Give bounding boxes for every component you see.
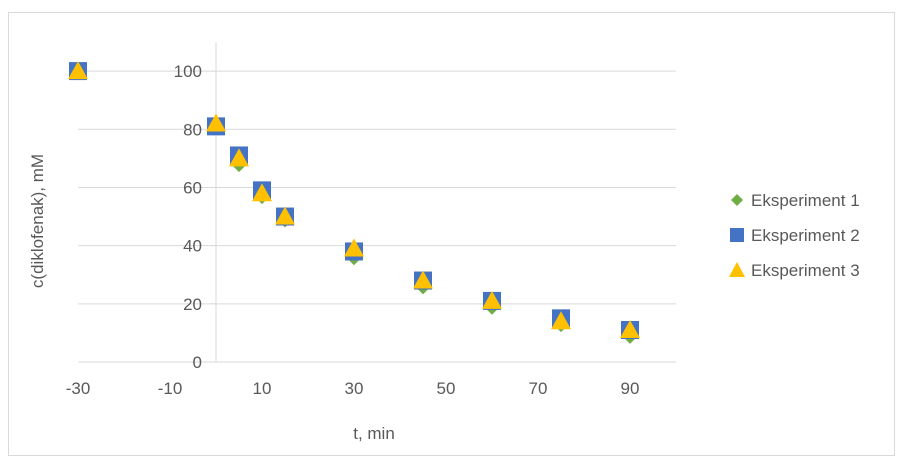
- gridlines: [78, 70, 676, 305]
- x-tick-labels: -30 -10 10 30 50 70 90: [66, 379, 640, 398]
- x-tick-label: 90: [621, 379, 640, 398]
- data-point: [252, 183, 272, 202]
- legend-item: Eksperiment 2: [730, 226, 860, 245]
- legend-marker: [730, 228, 744, 242]
- y-tick-label: 60: [183, 178, 202, 197]
- y-tick-label: 40: [183, 237, 202, 256]
- series-eksperiment-2: [69, 62, 639, 339]
- legend-label: Eksperiment 1: [751, 191, 860, 210]
- data-point: [551, 311, 571, 330]
- x-axis-title: t, min: [353, 424, 395, 443]
- series-eksperiment-3: [68, 61, 640, 338]
- x-tick-label: -10: [158, 379, 183, 398]
- data-point: [413, 270, 433, 289]
- legend-marker: [731, 194, 743, 206]
- y-tick-label: 80: [183, 120, 202, 139]
- data-point: [620, 320, 640, 338]
- x-tick-label: 50: [437, 379, 456, 398]
- legend-marker: [729, 262, 745, 277]
- data-point: [229, 148, 249, 167]
- legend: Eksperiment 1 Eksperiment 2 Eksperiment 3: [729, 191, 860, 280]
- data-point: [344, 238, 364, 257]
- y-axis-title: c(diklofenak), mM: [28, 154, 47, 288]
- x-tick-label: 10: [253, 379, 272, 398]
- axes: [78, 42, 676, 363]
- y-tick-label: 100: [174, 62, 202, 81]
- x-tick-label: -30: [66, 379, 91, 398]
- scatter-chart: 0 20 40 60 80 100 -30 -10 10 30 50 70 90 t, min c(d…: [28, 42, 860, 443]
- y-tick-labels: 0 20 40 60 80 100: [174, 62, 202, 372]
- x-tick-label: 70: [529, 379, 548, 398]
- data-point: [68, 61, 88, 80]
- y-tick-label: 20: [183, 295, 202, 314]
- chart-frame: 0 20 40 60 80 100 -30 -10 10 30 50 70 90 t, min c(d…: [8, 12, 895, 456]
- legend-item: Eksperiment 3: [729, 261, 860, 280]
- legend-label: Eksperiment 2: [751, 226, 860, 245]
- data-point: [206, 113, 226, 132]
- legend-item: Eksperiment 1: [731, 191, 860, 210]
- data-point: [275, 206, 295, 225]
- legend-label: Eksperiment 3: [751, 261, 860, 280]
- series-eksperiment-1: [70, 63, 638, 344]
- data-point: [482, 290, 502, 309]
- y-tick-label: 0: [193, 353, 202, 372]
- x-tick-label: 30: [345, 379, 364, 398]
- data-points: [68, 61, 640, 344]
